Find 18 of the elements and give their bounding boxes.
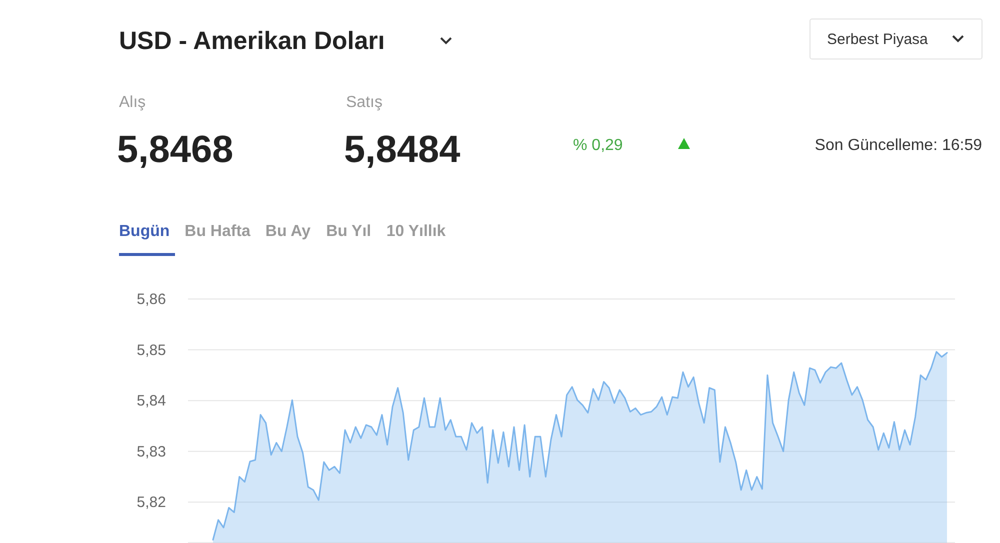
- text: 5,8484: [344, 129, 460, 171]
- text: Serbest Piyasa: [827, 31, 929, 48]
- y-tick-label: 5,82: [136, 494, 166, 512]
- y-tick-label: 5,86: [136, 291, 166, 308]
- text: Son Güncelleme: 16:59: [814, 137, 982, 154]
- text: Bu Yıl: [326, 223, 372, 240]
- y-tick-label: 5,83: [136, 443, 166, 460]
- text: 10 Yıllık: [386, 223, 446, 240]
- chart-title: USD - Amerikan Doları: [119, 27, 385, 55]
- text: Bugün: [119, 223, 170, 240]
- text: 5,8468: [117, 129, 234, 171]
- text: Alış: [119, 94, 146, 111]
- y-tick-label: 5,84: [136, 392, 166, 410]
- y-tick-label: 5,85: [136, 342, 166, 359]
- text: Satış: [346, 94, 382, 111]
- text: Bu Ay: [265, 223, 311, 240]
- text: Bu Hafta: [184, 223, 251, 240]
- text: % 0,29: [573, 137, 623, 154]
